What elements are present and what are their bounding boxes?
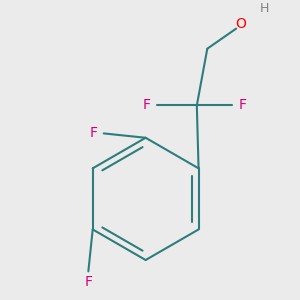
Text: F: F: [84, 275, 92, 289]
Text: F: F: [89, 126, 97, 140]
Text: F: F: [238, 98, 246, 112]
Text: O: O: [235, 17, 246, 31]
Text: F: F: [142, 98, 150, 112]
Text: H: H: [260, 2, 270, 15]
